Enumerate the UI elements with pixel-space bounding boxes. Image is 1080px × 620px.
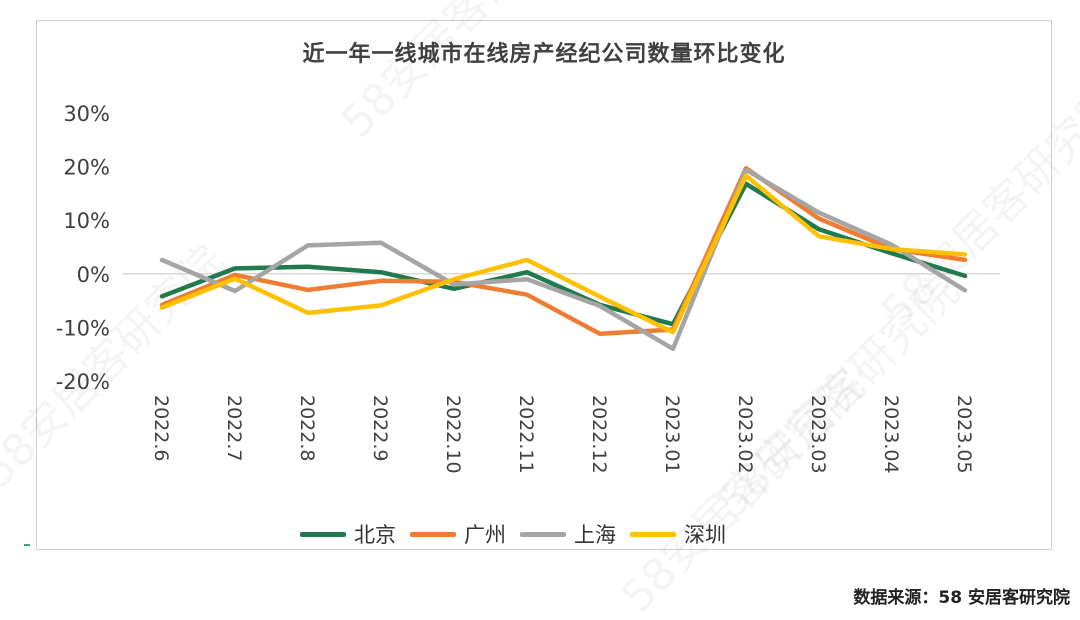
x-tick-label: 2022.11	[515, 395, 537, 474]
x-tick-label: 2023.04	[880, 395, 902, 474]
y-tick-label: 10%	[63, 209, 110, 233]
legend: 北京 广州 上海 深圳	[300, 519, 726, 549]
x-tick-label: 2023.02	[734, 395, 756, 474]
legend-item-guangzhou[interactable]: 广州	[410, 519, 506, 549]
legend-swatch-guangzhou	[410, 531, 456, 537]
x-axis: 2022.6 2022.7 2022.8 2022.9 2022.10 2022.11 20…	[150, 395, 975, 474]
x-tick-label: 2023.05	[953, 395, 975, 474]
legend-item-beijing[interactable]: 北京	[300, 519, 396, 549]
decorative-dash	[24, 544, 30, 546]
y-tick-label: 20%	[63, 156, 110, 180]
x-tick-label: 2023.01	[661, 395, 683, 474]
x-tick-label: 2022.10	[442, 395, 464, 474]
legend-item-shanghai[interactable]: 上海	[520, 519, 616, 549]
legend-item-shenzhen[interactable]: 深圳	[630, 519, 726, 549]
chart-frame	[36, 20, 1052, 550]
y-tick-label: -20%	[56, 370, 110, 394]
x-tick-label: 2022.9	[369, 395, 391, 461]
series-line-beijing	[159, 181, 968, 327]
watermark-text: 58安居客研究院	[332, 0, 594, 148]
x-tick-label: 2022.8	[296, 395, 318, 461]
series-line-guangzhou	[159, 165, 968, 337]
legend-label: 上海	[574, 523, 616, 547]
legend-swatch-beijing	[300, 531, 346, 537]
x-tick-label: 2022.7	[223, 395, 245, 461]
chart-title: 近一年一线城市在线房产经纪公司数量环比变化	[302, 42, 786, 67]
legend-swatch-shanghai	[520, 531, 566, 537]
legend-label: 北京	[354, 523, 396, 547]
source-note: 数据来源：58 安居客研究院	[853, 588, 1070, 608]
series-line-shanghai	[159, 167, 968, 352]
y-tick-label: 30%	[63, 102, 110, 126]
x-tick-label: 2023.03	[807, 395, 829, 474]
watermark-text: 58安居客研究院	[872, 75, 1080, 337]
y-tick-label: -10%	[56, 316, 110, 340]
legend-label: 广州	[464, 523, 506, 547]
x-tick-label: 2022.6	[150, 395, 172, 461]
series-lines	[159, 165, 968, 352]
series-line-shenzhen	[159, 173, 968, 335]
legend-swatch-shenzhen	[630, 531, 676, 537]
y-tick-label: 0%	[77, 263, 110, 287]
legend-label: 深圳	[684, 523, 726, 547]
y-axis: -20% -10% 0% 10% 20% 30%	[56, 102, 1000, 394]
x-tick-label: 2022.12	[588, 395, 610, 474]
